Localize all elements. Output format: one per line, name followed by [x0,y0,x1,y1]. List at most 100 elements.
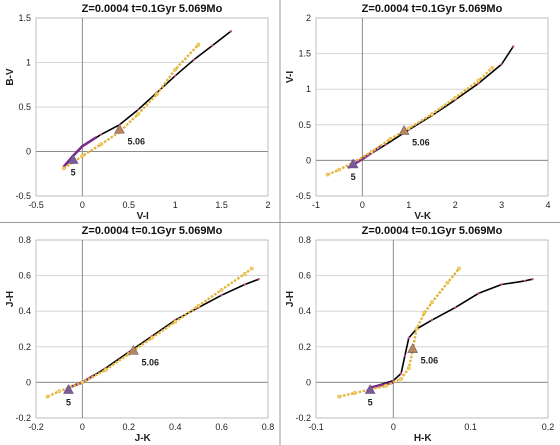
data-point-model [430,318,434,322]
data-point-model [454,306,457,309]
data-point-observed [249,266,254,271]
x-tick-label: 2 [453,200,458,210]
data-point-observed [196,303,201,308]
chart-title: Z=0.0004 t=0.1Gyr 5.069Mo [82,225,223,237]
y-axis-label: J-H [5,291,16,307]
y-tick-label: 1 [26,58,31,68]
data-point-observed [476,78,481,83]
y-tick-label: -0.5 [15,191,31,201]
data-point-observed [136,112,140,117]
marker-triangle [67,153,79,164]
marker-label: 5.06 [412,137,430,147]
data-point-observed [453,95,458,100]
series-line-model [369,278,533,389]
data-point-observed [80,154,85,158]
data-point-model [211,44,214,47]
plot-area [315,17,549,197]
x-tick-label: 0.2 [123,422,136,432]
data-point-observed [45,394,50,399]
x-tick-label: 0.5 [123,200,136,210]
data-point-model [243,283,246,286]
x-tick-label: 2 [265,200,270,210]
data-point-observed [430,300,434,305]
data-point-model [136,108,140,111]
x-axis-label: J-K [135,433,152,444]
y-axis-label: J-H [285,291,296,307]
x-tick-label: 0.4 [169,422,182,432]
data-point-observed [490,65,495,70]
chart-title: Z=0.0004 t=0.1Gyr 5.069Mo [82,3,223,15]
y-tick-label: 0 [26,147,31,157]
data-point-observed [414,327,419,331]
data-point-model [531,277,534,281]
x-tick-label: 1.5 [215,200,228,210]
y-tick-label: -0.2 [15,413,31,423]
marker-label: 5 [66,398,71,408]
marker-label: 5.06 [141,357,159,367]
y-axis-label: B-V [5,68,16,86]
y-tick-label: 0.8 [298,235,311,245]
x-tick-label: -1 [312,200,320,210]
data-point-observed [430,112,434,117]
x-tick-label: 0.6 [215,422,228,432]
x-axis-label: V-I [137,211,149,222]
data-point-model [477,292,480,295]
marker-triangle [364,384,376,394]
data-point-observed [406,366,411,371]
data-point-observed [325,172,330,177]
data-point-model [477,82,480,85]
data-point-model [174,74,177,78]
x-axis-label: V-K [414,211,431,222]
y-tick-label: 0 [26,377,31,387]
data-point-observed [150,335,154,340]
data-point-observed [173,319,178,324]
x-axis-label: H-K [414,433,433,444]
marker-triangle [114,123,125,134]
x-tick-label: -0.2 [28,422,44,432]
x-tick-label: 0 [391,422,396,432]
data-point-observed [337,167,342,172]
data-point-model [229,30,233,33]
plot-area [35,17,269,197]
plot-area [35,239,269,419]
marker-label: 5 [351,172,356,182]
data-point-model [407,336,410,340]
data-point-model [523,279,526,283]
marker-triangle [63,384,74,394]
x-tick-label: -0.1 [308,422,324,432]
x-tick-label: 1 [406,200,411,210]
data-point-observed [399,376,403,381]
y-axis-label: V-I [285,71,296,83]
data-point-observed [388,137,393,141]
data-point-model [512,45,515,48]
series-line-observed [327,66,494,176]
data-point-model [500,283,503,286]
y-tick-label: 2 [306,13,311,23]
x-tick-label: -0.5 [28,200,44,210]
data-point-model [403,354,407,357]
data-point-observed [154,92,159,97]
data-point-model [399,372,403,375]
y-tick-label: 1 [306,84,311,94]
data-point-observed [406,126,411,131]
chart-panel-1: -0.5 0 0.5 1 1.5 2 -0.5 0 0.5 1 1.5 Z=0.0004 t=0.1G… [5,3,271,222]
data-point-observed [61,166,66,171]
y-tick-label: 0.6 [18,271,31,281]
data-point-observed [99,142,103,147]
marker-triangle [128,344,139,355]
series-line-observed [63,43,200,170]
y-tick-label: 1.5 [18,13,31,23]
data-point-observed [445,280,450,285]
data-point-observed [352,391,357,395]
data-point-model [384,143,387,146]
data-point-observed [457,266,461,271]
y-tick-label: 0.8 [18,235,31,245]
chart-panel-3: -0.2 0 0.2 0.4 0.6 0.8 -0.2 0 0.2 0.4 0.6 0.8 Z=0.00… [5,225,274,444]
data-point-observed [369,149,374,154]
chart-panels: -0.5 0 0.5 1 1.5 2 -0.5 0 0.5 1 1.5 Z=0.0004 t=0.1G… [5,3,554,444]
marker-label: 5 [368,398,373,408]
marker-label: 5 [71,168,76,178]
data-point-observed [80,380,85,385]
data-point-observed [242,271,247,276]
